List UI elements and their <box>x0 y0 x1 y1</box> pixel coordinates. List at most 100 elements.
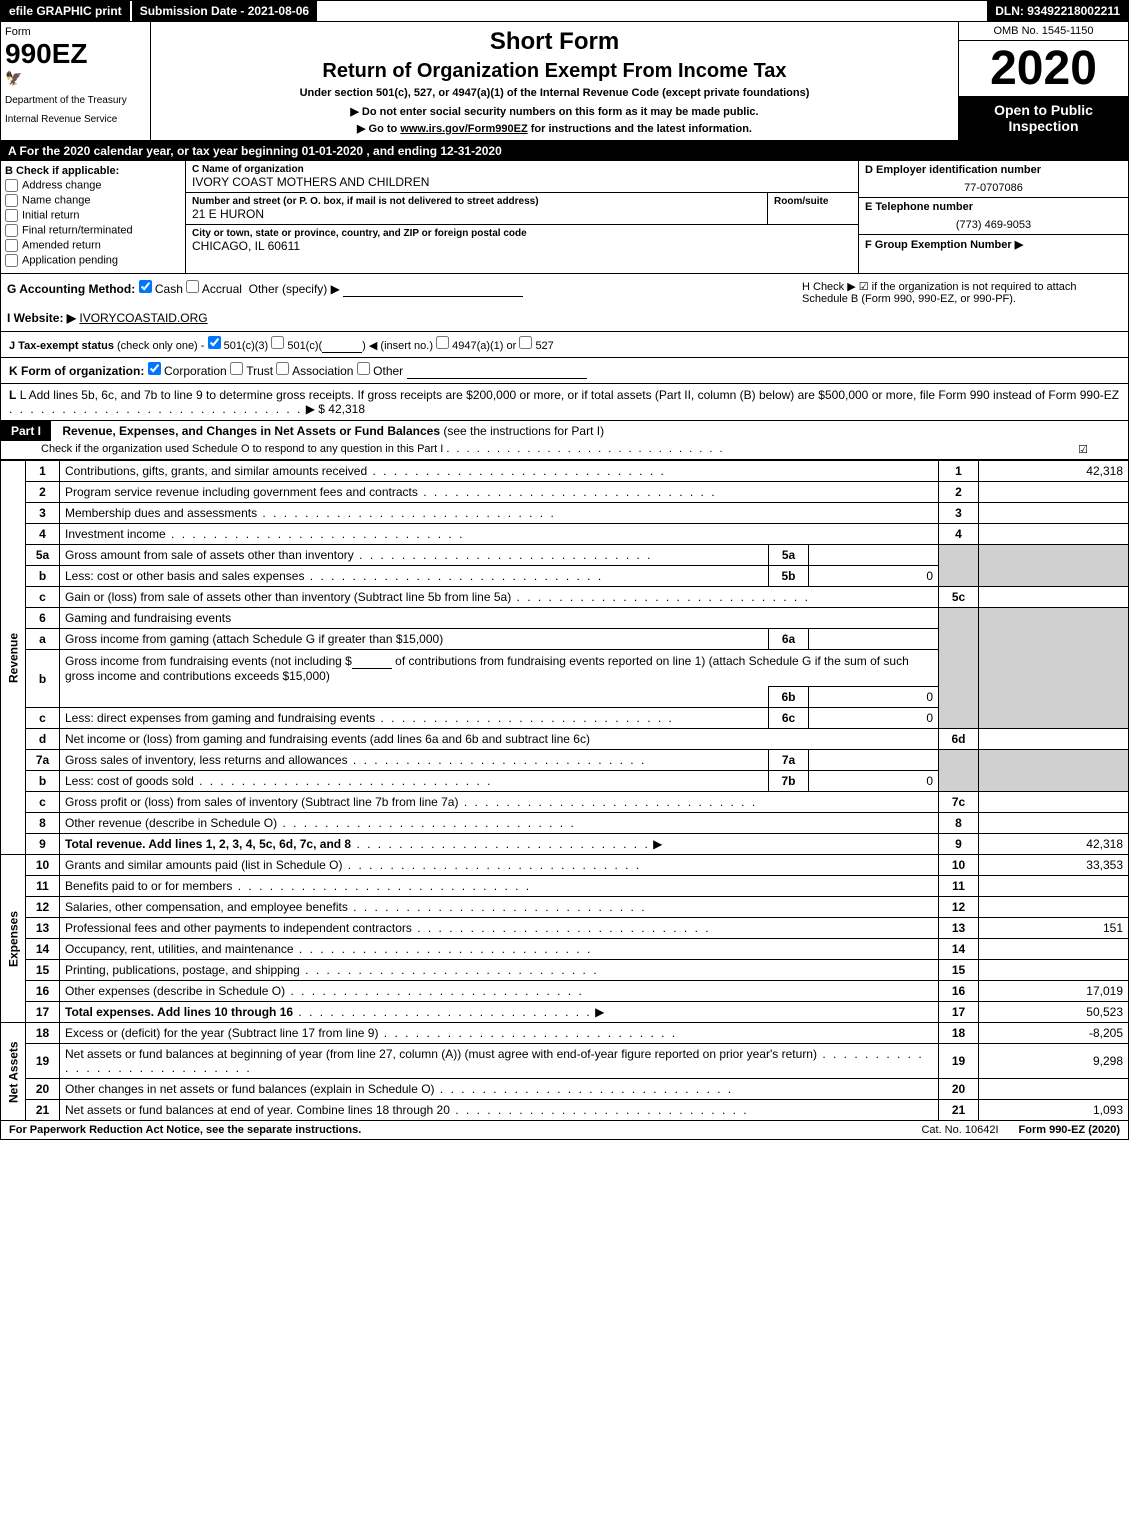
l-gross-receipts: L L Add lines 5b, 6c, and 7b to line 9 t… <box>0 384 1129 421</box>
e-phone-value: (773) 469-9053 <box>859 216 1128 234</box>
footer-center: Cat. No. 10642I <box>901 1124 1018 1136</box>
cb-address-change-input[interactable] <box>5 179 18 192</box>
g-accrual: Accrual <box>202 282 242 296</box>
line-16: 16Other expenses (describe in Schedule O… <box>1 981 1129 1002</box>
cb-application-pending[interactable]: Application pending <box>5 254 181 267</box>
go-to-instructions: ▶ Go to www.irs.gov/Form990EZ for instru… <box>155 122 954 135</box>
line-20: 20Other changes in net assets or fund ba… <box>1 1079 1129 1100</box>
cb-address-change[interactable]: Address change <box>5 179 181 192</box>
cb-501c[interactable] <box>271 336 284 349</box>
cb-501c3[interactable] <box>208 336 221 349</box>
irs-label: Internal Revenue Service <box>5 114 146 125</box>
line-1: Revenue 1Contributions, gifts, grants, a… <box>1 461 1129 482</box>
g-label: G Accounting Method: <box>7 282 135 296</box>
footer-right: Form 990-EZ (2020) <box>1019 1124 1120 1136</box>
cb-other-org[interactable] <box>357 362 370 375</box>
k-other-input[interactable] <box>407 364 587 379</box>
line-21-val: 1,093 <box>979 1100 1129 1121</box>
j-501c-no[interactable] <box>322 337 362 353</box>
l-amount: $ 42,318 <box>318 402 365 416</box>
cb-final-return-label: Final return/terminated <box>22 224 133 236</box>
line-2-val <box>979 482 1129 503</box>
line-5a-box: 5a <box>769 545 809 566</box>
line-6c-box: 6c <box>769 708 809 729</box>
cb-final-return[interactable]: Final return/terminated <box>5 224 181 237</box>
cb-initial-return-input[interactable] <box>5 209 18 222</box>
name-address-column: C Name of organization IVORY COAST MOTHE… <box>186 161 858 273</box>
line-4-desc: Investment income <box>65 527 166 541</box>
line-6b-amount-input[interactable] <box>352 653 392 669</box>
line-12-desc: Salaries, other compensation, and employ… <box>65 900 348 914</box>
line-16-desc: Other expenses (describe in Schedule O) <box>65 984 285 998</box>
cb-name-change-input[interactable] <box>5 194 18 207</box>
cb-4947[interactable] <box>436 336 449 349</box>
cb-cash[interactable] <box>139 280 152 293</box>
line-7c-desc: Gross profit or (loss) from sales of inv… <box>65 795 458 809</box>
check-column-b: B Check if applicable: Address change Na… <box>1 161 186 273</box>
cb-assoc[interactable] <box>276 362 289 375</box>
cb-accrual[interactable] <box>186 280 199 293</box>
line-7b-desc: Less: cost of goods sold <box>65 774 194 788</box>
line-5b-box: 5b <box>769 566 809 587</box>
g-cash: Cash <box>155 282 183 296</box>
line-6d-val <box>979 729 1129 750</box>
open-public: Open to Public Inspection <box>959 96 1128 140</box>
cb-amended-return-input[interactable] <box>5 239 18 252</box>
line-7c: cGross profit or (loss) from sales of in… <box>1 792 1129 813</box>
cb-trust[interactable] <box>230 362 243 375</box>
line-5a-desc: Gross amount from sale of assets other t… <box>65 548 354 562</box>
line-1-val: 42,318 <box>979 461 1129 482</box>
form-number: 990EZ <box>5 38 146 70</box>
c-name-label: C Name of organization <box>192 164 852 175</box>
k-assoc: Association <box>292 364 353 378</box>
line-6d-desc: Net income or (loss) from gaming and fun… <box>65 732 590 746</box>
line-6a-box: 6a <box>769 629 809 650</box>
line-6b-box: 6b <box>769 687 809 708</box>
d-ein-label: D Employer identification number <box>859 161 1128 179</box>
line-9-arrow: ▶ <box>653 837 662 851</box>
do-not-enter: ▶ Do not enter social security numbers o… <box>155 105 954 118</box>
j-sub: (check only one) - <box>117 340 204 352</box>
line-14-val <box>979 939 1129 960</box>
l-text: L Add lines 5b, 6c, and 7b to line 9 to … <box>20 388 1119 402</box>
submission-date-label: Submission Date - 2021-08-06 <box>130 1 319 21</box>
short-form-title: Short Form <box>155 28 954 56</box>
line-10-val: 33,353 <box>979 855 1129 876</box>
omb-number: OMB No. 1545-1150 <box>959 22 1128 41</box>
right-column-def: D Employer identification number 77-0707… <box>858 161 1128 273</box>
cb-name-change[interactable]: Name change <box>5 194 181 207</box>
part1-check-o: Check if the organization used Schedule … <box>1 441 1128 459</box>
line-9: 9Total revenue. Add lines 1, 2, 3, 4, 5c… <box>1 834 1129 855</box>
return-title: Return of Organization Exempt From Incom… <box>155 60 954 83</box>
efile-print-label[interactable]: efile GRAPHIC print <box>1 1 130 21</box>
expenses-vert-label: Expenses <box>1 855 26 1023</box>
g-accounting: G Accounting Method: Cash Accrual Other … <box>7 280 792 325</box>
go-to-prefix: ▶ Go to <box>357 123 400 135</box>
topbar-spacer <box>319 1 987 21</box>
cb-application-pending-label: Application pending <box>22 254 118 266</box>
line-10: Expenses 10Grants and similar amounts pa… <box>1 855 1129 876</box>
cb-amended-return-label: Amended return <box>22 239 101 251</box>
cb-application-pending-input[interactable] <box>5 254 18 267</box>
cb-527[interactable] <box>519 336 532 349</box>
part1-check-text: Check if the organization used Schedule … <box>41 443 443 455</box>
g-other-input[interactable] <box>343 282 523 297</box>
part1-title-suffix: (see the instructions for Part I) <box>443 424 604 438</box>
cb-corp[interactable] <box>148 362 161 375</box>
k-trust: Trust <box>246 364 273 378</box>
irs-link[interactable]: www.irs.gov/Form990EZ <box>400 123 527 135</box>
line-3: 3Membership dues and assessments 3 <box>1 503 1129 524</box>
line-9-val: 42,318 <box>979 834 1129 855</box>
cb-initial-return[interactable]: Initial return <box>5 209 181 222</box>
city-label: City or town, state or province, country… <box>192 228 852 239</box>
part1-check-box[interactable]: ☑ <box>1078 443 1088 456</box>
line-15-val <box>979 960 1129 981</box>
line-4-val <box>979 524 1129 545</box>
j-501c-suffix: ) ◀ (insert no.) <box>362 340 433 352</box>
line-8: 8Other revenue (describe in Schedule O) … <box>1 813 1129 834</box>
cb-amended-return[interactable]: Amended return <box>5 239 181 252</box>
line-19-val: 9,298 <box>979 1044 1129 1079</box>
line-7a: 7aGross sales of inventory, less returns… <box>1 750 1129 771</box>
cb-final-return-input[interactable] <box>5 224 18 237</box>
j-label: J Tax-exempt status <box>9 340 114 352</box>
